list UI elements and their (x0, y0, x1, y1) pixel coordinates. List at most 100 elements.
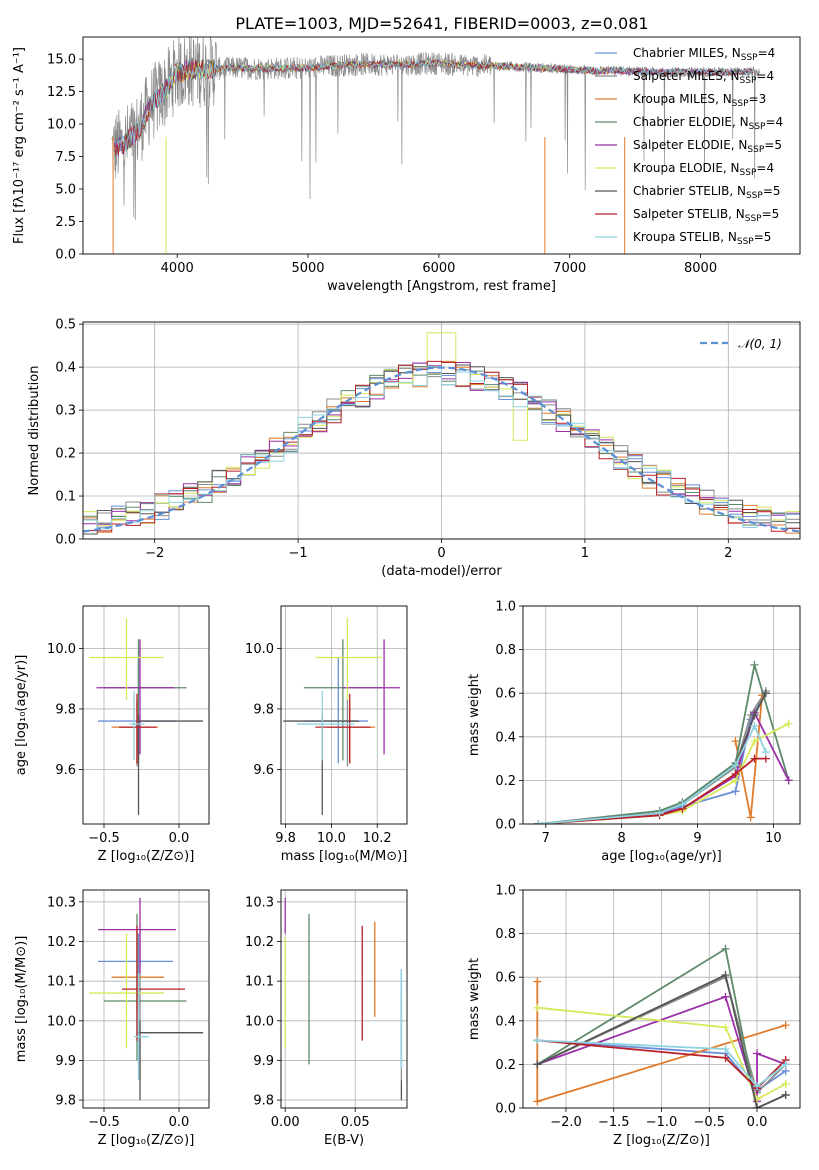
model-spectrum-7 (114, 59, 754, 156)
weight-marker (721, 944, 730, 953)
y-tick-label: 0.1 (55, 490, 76, 505)
y-tick-label: 0.5 (55, 318, 76, 333)
weight-marker (533, 1003, 542, 1012)
legend-nssp: =4 (756, 69, 774, 83)
legend-nssp: =5 (764, 138, 782, 152)
x-tick-label: 7 (542, 831, 550, 846)
x-tick-label: 0.05 (341, 1115, 370, 1130)
y-tick-label: 10.0 (47, 118, 76, 133)
legend-normal: 𝒩(0, 1) (738, 337, 782, 351)
weight-marker (753, 1082, 762, 1091)
panel-mass-vs-Z: −0.5 0.0 9.8 9.9 10.0 10.1 10.2 10.3 Z [log₁₀(Z/… (14, 889, 210, 1148)
weight-marker (781, 1021, 790, 1030)
model-spectrum-8 (116, 59, 754, 152)
weight-marker (678, 800, 687, 809)
weight-marker (781, 1080, 790, 1089)
weight-marker (655, 809, 664, 818)
y-tick-label: 9.8 (55, 1094, 76, 1109)
weight-marker (761, 689, 770, 698)
x-tick-label: 10.0 (317, 831, 346, 846)
x-tick-label: −1.5 (598, 1115, 630, 1130)
y-tick-label: 0.4 (495, 730, 516, 745)
weight-marker (533, 977, 542, 986)
legend-nssp-prefix: , N (723, 161, 740, 175)
y-tick-label: 0.2 (55, 447, 76, 462)
weight-marker (750, 660, 759, 669)
legend-nssp: =5 (763, 184, 781, 198)
x-tick-label: 10.2 (363, 831, 392, 846)
weight-marker (731, 787, 740, 796)
y-tick-label: 10.2 (47, 935, 76, 950)
hist-8 (83, 365, 800, 530)
axes-frame (82, 889, 210, 1109)
weight-marker (721, 971, 730, 980)
y-tick-label: 10.0 (47, 642, 76, 657)
x-tick-label: 4000 (161, 261, 194, 276)
weight-marker (761, 748, 770, 757)
y-tick-label: 9.9 (55, 1054, 76, 1069)
x-tick-label: 8 (618, 831, 626, 846)
x-tick-label: 7000 (553, 261, 586, 276)
axes-frame (280, 889, 408, 1109)
legend-name: Salpeter MILES (633, 69, 723, 83)
x-tick-label: 10 (765, 831, 782, 846)
legend-name: Kroupa STELIB (633, 230, 720, 244)
y-tick-label: 12.5 (47, 85, 76, 100)
axes-frame (82, 36, 801, 255)
y-tick-label: 9.8 (253, 1094, 274, 1109)
x-axis-label: E(B-V) (324, 1133, 364, 1148)
y-tick-label: 0.6 (495, 971, 516, 986)
weight-series-5 (537, 1006, 787, 1101)
y-tick-label: 10.1 (245, 975, 274, 990)
y-tick-label: 0.0 (55, 248, 76, 263)
legend-nssp-sub: SSP (732, 99, 749, 109)
axes-frame (82, 321, 801, 540)
plot-area-mass-vs-EBV (284, 897, 403, 1101)
x-axis-label: wavelength [Angstrom, rest frame] (327, 279, 556, 294)
weight-marker (753, 1049, 762, 1058)
y-tick-label: 1.0 (495, 884, 516, 899)
weight-marker (534, 820, 543, 824)
legend-nssp-prefix: , N (724, 46, 741, 60)
weight-marker (750, 711, 759, 719)
figure-title: PLATE=1003, MJD=52641, FIBERID=0003, z=0… (235, 14, 648, 33)
legend-entry-3: Chabrier ELODIE, NSSP=4 (633, 115, 783, 132)
weight-marker (731, 761, 740, 770)
legend-nssp-sub: SSP (746, 191, 763, 201)
y-axis-label: mass weight (467, 958, 482, 1040)
legend-entry-1: Salpeter MILES, NSSP=4 (633, 69, 774, 86)
plot-area-residuals (83, 332, 800, 535)
weight-series-8 (537, 1039, 787, 1088)
legend-nssp: =3 (749, 92, 767, 106)
y-axis-label: age [log₁₀(age/yr)] (14, 655, 29, 776)
y-tick-label: 5.0 (55, 183, 76, 198)
y-tick-label: 0.4 (55, 361, 76, 376)
x-tick-label: 0 (437, 546, 445, 561)
weight-marker (721, 1053, 730, 1062)
y-axis-label: Normed distribution (27, 366, 42, 496)
panel-spectrum: 4000 5000 6000 7000 8000 0.0 2.5 5.0 7.5 10.0 12.5… (12, 36, 801, 294)
y-tick-label: 0.3 (55, 404, 76, 419)
x-axis-label: age [log₁₀(age/yr)] (601, 849, 722, 864)
legend-nssp-prefix: , N (729, 184, 746, 198)
axes-frame (522, 889, 801, 1109)
legend-nssp: =4 (765, 115, 783, 129)
weight-marker (781, 1090, 790, 1099)
legend-entry-4: Salpeter ELODIE, NSSP=5 (633, 138, 782, 155)
plot-area-age-vs-Z (89, 618, 203, 815)
legend-entry-0: Chabrier MILES, NSSP=4 (633, 46, 775, 63)
weight-series-3 (538, 664, 790, 824)
legend-nssp-prefix: , N (731, 138, 748, 152)
legend-nssp: =4 (758, 46, 776, 60)
plot-area-age-vs-mass (283, 618, 401, 815)
panel-mass-vs-EBV: 0.00 0.05 9.8 9.9 10.0 10.1 10.2 10.3 E(B-V) (245, 889, 408, 1148)
weight-marker (781, 1060, 790, 1069)
weight-series-6 (536, 973, 787, 1108)
normal-curve (83, 366, 800, 533)
legend-nssp: =5 (754, 230, 772, 244)
weight-marker (784, 719, 793, 728)
y-tick-label: 0.6 (495, 687, 516, 702)
x-axis-label: Z [log₁₀(Z/Z⊙)] (98, 1133, 195, 1148)
